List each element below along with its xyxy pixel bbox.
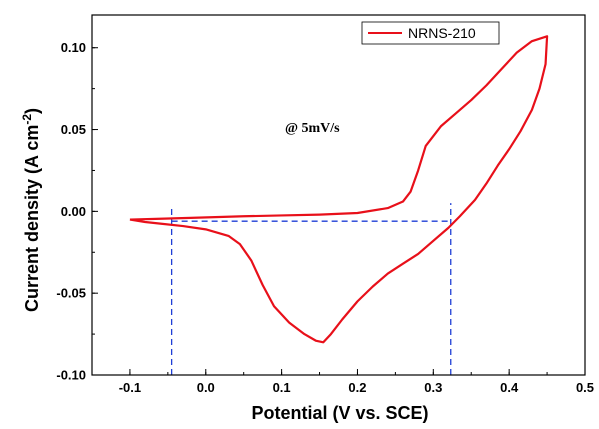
- x-tick-label: 0.2: [348, 380, 366, 395]
- series-line-nrns-210: [129, 35, 549, 344]
- x-tick-label: 0.1: [273, 380, 291, 395]
- x-axis-title: Potential (V vs. SCE): [251, 403, 428, 423]
- legend-box: [361, 21, 500, 45]
- scan-rate-annotation: @ 5mV/s: [285, 121, 340, 136]
- y-tick-label: 0.00: [61, 204, 86, 219]
- axis-ticks: -0.1 0.0 0.1 0.2 0.3 0.4 0.5 -0.10 -0.05 0.00 0.05…: [56, 40, 594, 395]
- plot-area: [129, 35, 549, 375]
- y-tick-label: -0.10: [56, 368, 86, 383]
- legend-label-nrns-210: NRNS-210: [408, 25, 476, 41]
- legend: NRNS-210: [361, 21, 500, 45]
- x-tick-label: 0.3: [424, 380, 442, 395]
- x-tick-label: 0.5: [576, 380, 594, 395]
- x-tick-label: 0.0: [197, 380, 215, 395]
- x-tick-label: 0.4: [500, 380, 519, 395]
- y-tick-label: -0.05: [56, 286, 86, 301]
- plot-frame: [91, 14, 586, 376]
- y-tick-label: 0.05: [61, 122, 86, 137]
- y-axis-title-main: Current density (A cm: [22, 125, 42, 312]
- x-tick-label: -0.1: [119, 380, 141, 395]
- y-axis-title-sup: -2: [20, 114, 34, 125]
- y-axis-title: Current density (A cm-2): [20, 108, 42, 312]
- y-tick-label: 0.10: [61, 40, 86, 55]
- y-axis-title-close: ): [22, 108, 42, 114]
